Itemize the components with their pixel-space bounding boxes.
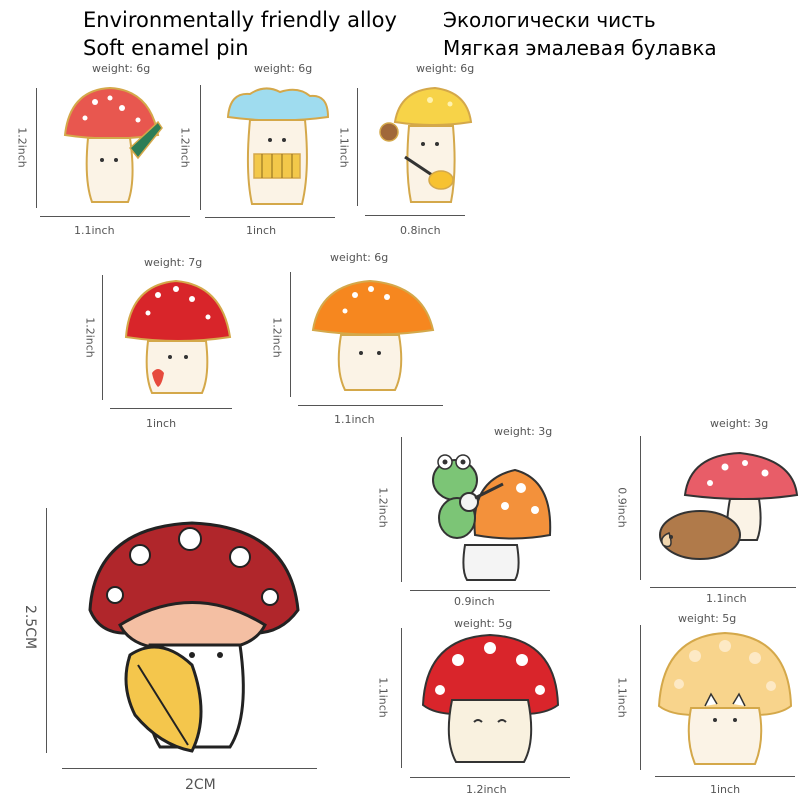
headline-ru-1: Экологически чисть bbox=[443, 8, 656, 32]
mushroom-knife-icon bbox=[50, 80, 170, 210]
width-label: 2CM bbox=[185, 777, 216, 793]
weight-label: weight: 6g bbox=[254, 62, 313, 75]
frog-banjo-mushroom-icon bbox=[425, 440, 555, 585]
headline-en-1: Environmentally friendly alloy bbox=[83, 8, 397, 32]
width-line bbox=[62, 768, 317, 769]
mushroom-happy-icon bbox=[418, 630, 563, 770]
mushroom-accordion-icon bbox=[220, 82, 335, 212]
mushroom-orange-icon bbox=[305, 275, 440, 395]
width-label: 1inch bbox=[710, 783, 741, 796]
height-label: 1.1inch bbox=[615, 677, 629, 718]
height-line bbox=[357, 88, 358, 206]
width-label: 0.9inch bbox=[454, 595, 495, 608]
height-label: 1.2inch bbox=[83, 317, 97, 358]
width-label: 1.1inch bbox=[334, 413, 375, 426]
height-line bbox=[401, 628, 402, 768]
height-line bbox=[290, 272, 291, 397]
width-line bbox=[205, 217, 335, 218]
height-label: 1.2inch bbox=[376, 487, 390, 528]
height-label: 1.1inch bbox=[376, 677, 390, 718]
height-line bbox=[46, 508, 47, 753]
weight-label: weight: 3g bbox=[494, 425, 553, 438]
height-line bbox=[200, 85, 201, 210]
width-label: 1inch bbox=[246, 224, 277, 237]
mushroom-leaf-icon bbox=[80, 515, 305, 760]
weight-label: weight: 6g bbox=[92, 62, 151, 75]
height-line bbox=[36, 88, 37, 208]
width-label: 1inch bbox=[146, 417, 177, 430]
weight-label: weight: 6g bbox=[330, 251, 389, 264]
mushroom-guitar-icon bbox=[375, 82, 475, 212]
weight-label: weight: 5g bbox=[454, 617, 513, 630]
headline-en-2: Soft enamel pin bbox=[83, 36, 249, 60]
width-label: 1.1inch bbox=[706, 592, 747, 605]
width-line bbox=[650, 587, 796, 588]
width-label: 0.8inch bbox=[400, 224, 441, 237]
headline-ru-2: Мягкая эмалевая булавка bbox=[443, 36, 717, 60]
weight-label: weight: 6g bbox=[416, 62, 475, 75]
height-line bbox=[640, 625, 641, 770]
hedgehog-mushroom-icon bbox=[655, 445, 800, 570]
width-line bbox=[365, 215, 465, 216]
width-line bbox=[298, 405, 443, 406]
width-label: 1.1inch bbox=[74, 224, 115, 237]
weight-label: weight: 5g bbox=[678, 612, 737, 625]
weight-label: weight: 7g bbox=[144, 256, 203, 269]
width-line bbox=[410, 777, 570, 778]
mushroom-cat-icon bbox=[655, 628, 795, 770]
weight-label: weight: 3g bbox=[710, 417, 769, 430]
width-line bbox=[655, 776, 795, 777]
mushroom-strawberry-icon bbox=[118, 275, 238, 400]
height-label: 0.9inch bbox=[615, 487, 629, 528]
height-label: 1.2inch bbox=[178, 127, 192, 168]
height-line bbox=[401, 437, 402, 582]
width-label: 1.2inch bbox=[466, 783, 507, 796]
width-line bbox=[110, 408, 232, 409]
height-label: 2.5CM bbox=[22, 604, 38, 650]
width-line bbox=[40, 216, 190, 217]
height-line bbox=[640, 436, 641, 580]
height-label: 1.2inch bbox=[270, 317, 284, 358]
height-label: 1.1inch bbox=[337, 127, 351, 168]
height-label: 1.2inch bbox=[15, 127, 29, 168]
height-line bbox=[102, 275, 103, 400]
width-line bbox=[410, 590, 550, 591]
